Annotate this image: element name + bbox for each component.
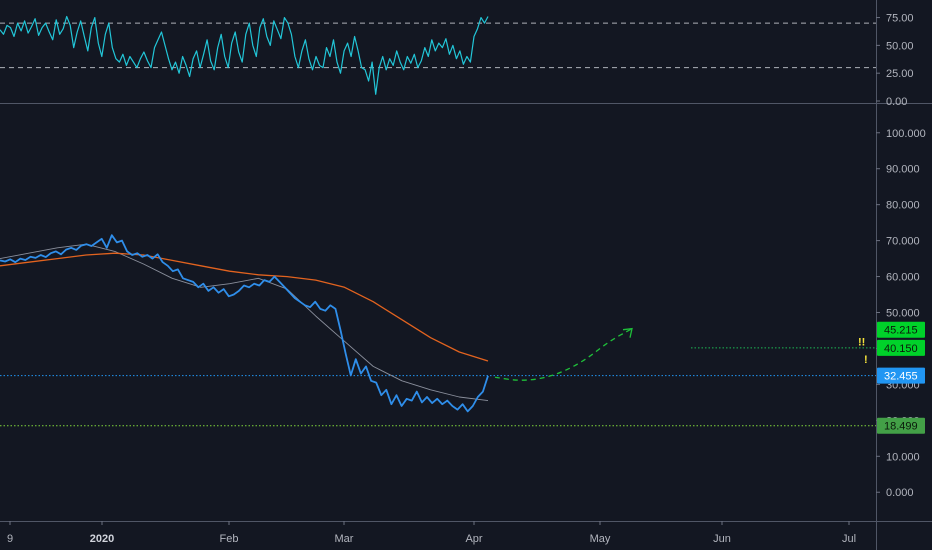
rsi-panel[interactable] bbox=[0, 15, 876, 95]
rsi-tick-label: 75.00 bbox=[886, 13, 914, 25]
rsi-tick-label: 25.00 bbox=[886, 68, 914, 80]
sma-slow-line bbox=[0, 252, 489, 362]
alert-mark: ! bbox=[864, 354, 868, 366]
forecast-arrow bbox=[494, 327, 633, 381]
x-tick-label: May bbox=[590, 533, 611, 545]
x-tick-label: Jul bbox=[842, 533, 856, 545]
rsi-reference-lines bbox=[0, 22, 876, 69]
price-tick-label: 100.000 bbox=[886, 128, 926, 140]
price-tag-label: 32.455 bbox=[884, 371, 918, 383]
rsi-tick-label: 50.00 bbox=[886, 40, 914, 52]
horizontal-levels bbox=[0, 347, 876, 427]
price-tick-label: 50.000 bbox=[886, 308, 920, 320]
price-tag-bg bbox=[877, 417, 925, 434]
price-tick-label: 60.000 bbox=[886, 272, 920, 284]
price-tag-bg bbox=[877, 367, 925, 384]
price-panel[interactable] bbox=[0, 234, 876, 427]
price-tag-label: 45.215 bbox=[884, 325, 918, 337]
rsi-y-axis[interactable]: 0.00 25.00 50.00 75.00 bbox=[876, 13, 914, 108]
price-tick-label: 10.000 bbox=[886, 451, 920, 463]
price-tags: 32.455 18.499 40.150 45.215 bbox=[877, 321, 925, 434]
price-series bbox=[0, 234, 489, 413]
forecast-arrowhead bbox=[622, 327, 633, 338]
x-tick-label: Mar bbox=[335, 533, 354, 545]
rsi-series bbox=[0, 15, 489, 95]
x-tick-label: Apr bbox=[465, 533, 482, 545]
x-tick-label: Feb bbox=[220, 533, 239, 545]
price-line bbox=[0, 234, 489, 413]
price-tick-label: 90.000 bbox=[886, 164, 920, 176]
x-tick-label: 2020 bbox=[90, 533, 114, 545]
alert-markers: !!! bbox=[858, 337, 868, 366]
price-tick-label: 0.000 bbox=[886, 487, 914, 499]
price-tag-label: 40.150 bbox=[884, 343, 918, 355]
price-tag-label: 18.499 bbox=[884, 421, 918, 433]
rsi-line bbox=[0, 15, 489, 95]
alert-mark: !! bbox=[858, 337, 865, 349]
price-tag-bg bbox=[877, 321, 925, 338]
x-tick-label: Jun bbox=[713, 533, 731, 545]
price-tick-label: 70.000 bbox=[886, 236, 920, 248]
price-tick-label: 80.000 bbox=[886, 200, 920, 212]
price-tag-bg bbox=[877, 339, 925, 356]
rsi-tick-label: 0.00 bbox=[886, 96, 907, 108]
time-axis[interactable]: 9 2020 Feb Mar Apr May Jun Jul bbox=[7, 521, 856, 545]
forecast-curve bbox=[494, 328, 633, 381]
x-tick-label: 9 bbox=[7, 533, 13, 545]
